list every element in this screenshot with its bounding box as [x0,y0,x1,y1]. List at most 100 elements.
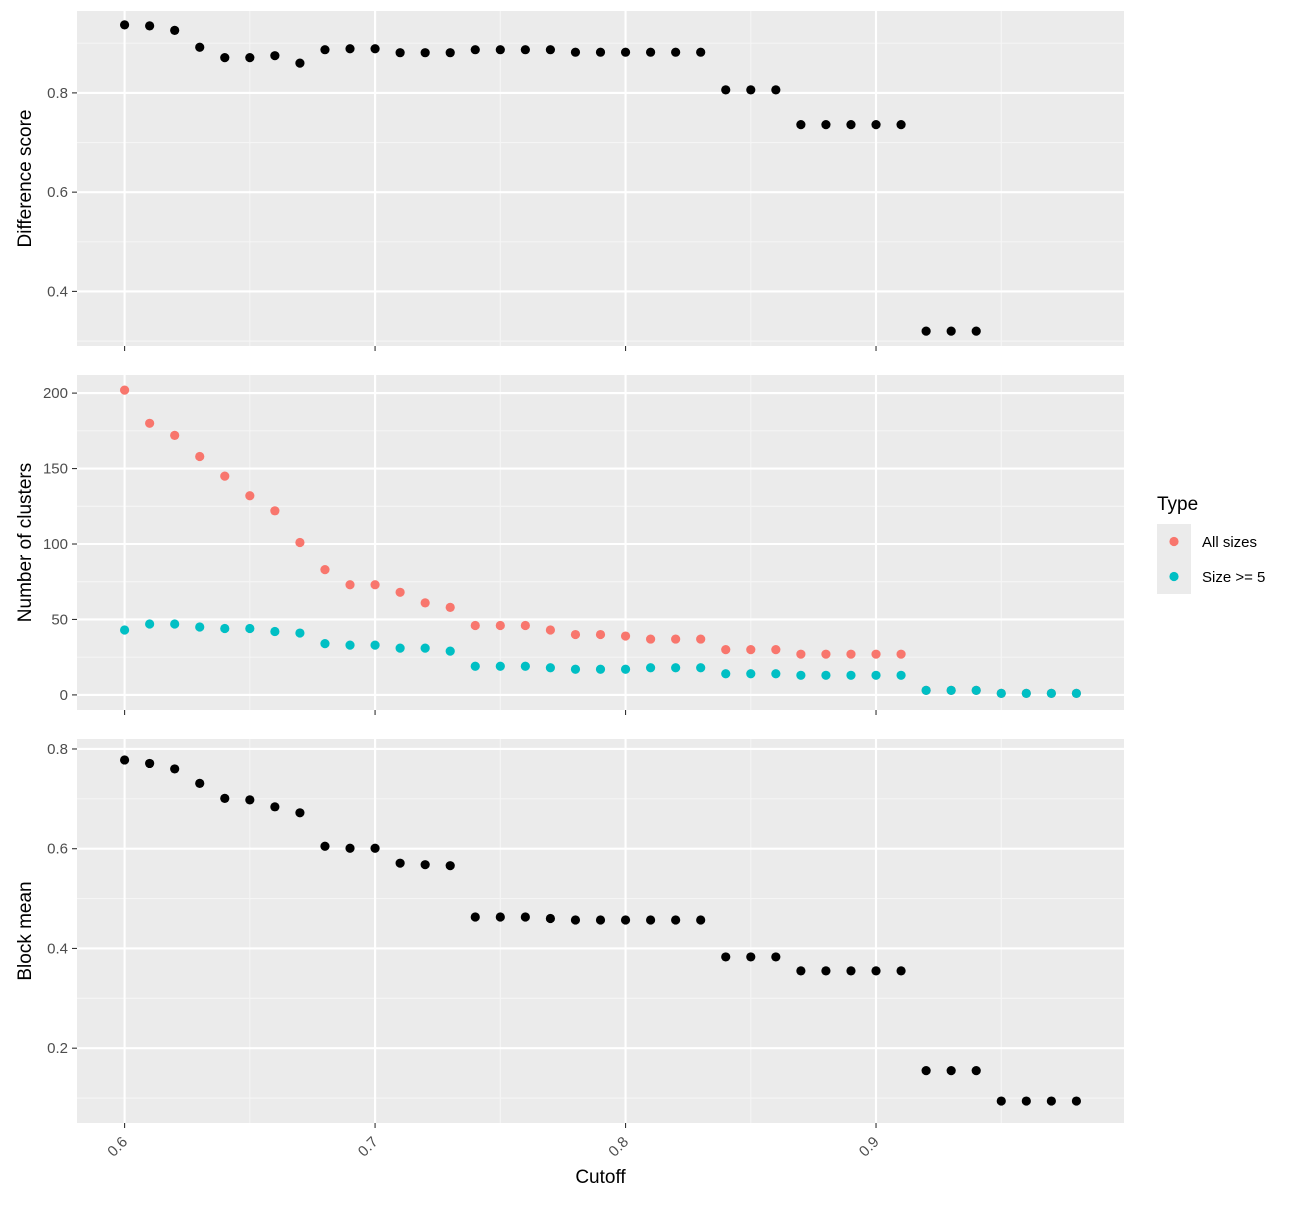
data-point [896,670,906,680]
data-point [520,45,530,55]
data-point [771,669,781,679]
data-point [570,915,581,925]
data-point [470,620,480,631]
y-tick-label: 0.2 [47,1040,68,1057]
data-point [721,85,731,95]
legend-title: Type [1157,494,1198,515]
x-tick-label: 0.9 [856,1134,883,1161]
data-point [545,663,556,673]
legend-key-point [1169,571,1179,582]
data-point [195,622,205,632]
data-point [946,685,956,695]
data-point [470,912,480,922]
data-point [495,661,505,671]
y-tick-label: 0.8 [47,85,68,102]
data-point [620,631,631,641]
data-point [520,661,530,671]
data-point [370,44,380,54]
data-point [270,802,280,812]
series-points [119,755,1082,1106]
data-point [145,619,155,629]
data-point [946,1066,956,1076]
data-point [295,628,305,638]
data-point [270,506,280,516]
data-point [370,843,380,853]
data-point [345,843,355,853]
data-point [896,966,906,976]
data-point [195,42,205,52]
data-point [946,326,956,336]
data-point [170,764,180,774]
data-point [696,915,706,925]
data-point [871,120,881,130]
data-point [420,860,430,870]
data-point [871,670,881,680]
data-point [395,48,405,58]
data-point [620,664,631,674]
data-point [445,646,455,656]
data-point [871,966,881,976]
data-point [295,537,305,548]
data-point [370,640,380,650]
data-point [420,643,430,653]
data-point [846,670,856,680]
data-point [320,45,330,55]
data-point [570,629,581,640]
data-point [971,685,981,695]
data-point [220,53,230,63]
data-point [971,1066,981,1076]
data-point [119,385,130,395]
data-point [145,758,155,769]
data-point [320,639,330,649]
data-point [771,85,781,95]
data-point [245,795,255,805]
data-point [1071,688,1082,699]
data-point [896,649,906,659]
data-point [996,688,1006,699]
data-point [671,663,681,673]
data-point [195,451,205,462]
legend-label: All sizes [1202,534,1257,551]
data-point [896,120,906,130]
series-all-sizes [119,385,1082,699]
data-point [570,664,581,674]
data-point [495,45,505,55]
panel-1: 0.4 0.6 0.8 Difference score [15,11,1124,351]
data-point [796,649,806,659]
data-point [671,634,681,644]
data-point [721,952,731,962]
data-point [645,915,656,925]
data-point [1021,688,1031,699]
data-point [520,912,530,922]
panel-3: 0.2 0.4 0.6 0.8 0.6 0.7 0.8 0.9 Block mean [15,739,1124,1160]
data-point [320,565,330,575]
y-tick-label: 0.4 [47,283,68,300]
data-point [420,48,430,58]
data-point [1046,688,1056,699]
data-point [595,915,606,925]
data-point [796,120,806,130]
data-point [470,45,480,55]
data-point [671,47,681,57]
data-point [495,620,505,631]
data-point [470,661,480,671]
data-point [921,326,931,336]
data-point [345,580,355,590]
x-tick-label: 0.8 [605,1134,632,1161]
data-point [620,915,631,925]
data-point [345,44,355,54]
data-point [170,25,180,35]
data-point [771,952,781,962]
data-point [1021,1096,1031,1106]
data-point [921,685,931,695]
data-point [220,793,230,803]
data-point [220,471,230,481]
data-point [921,1066,931,1076]
data-point [746,85,756,95]
data-point [245,623,255,634]
data-point [746,952,756,962]
data-point [145,418,155,428]
data-point [595,47,606,57]
